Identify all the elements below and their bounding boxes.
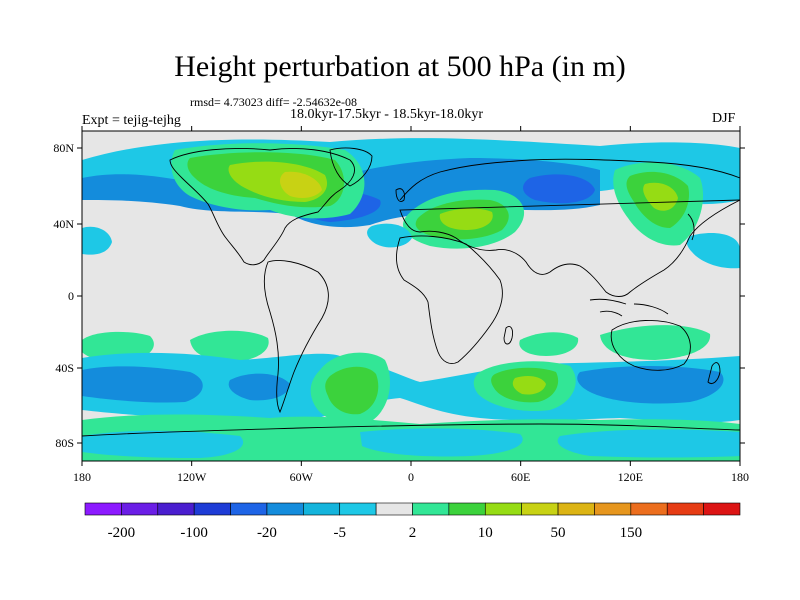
colorbar-swatch bbox=[339, 502, 377, 516]
contour-cyan-antarctic-3 bbox=[557, 429, 740, 458]
lon-tick-label: 60W bbox=[290, 470, 314, 484]
coast-indonesia bbox=[589, 298, 669, 317]
contour-lime-south-atlantic bbox=[325, 366, 379, 415]
coast-greenland bbox=[329, 147, 373, 187]
season-label: DJF bbox=[712, 111, 736, 126]
stats-text: rmsd= 4.73023 diff= -2.54632e-08 bbox=[190, 95, 357, 109]
lat-tick-label: 80N bbox=[53, 141, 74, 155]
contour-cyan-antarctic-2 bbox=[360, 428, 523, 457]
contour-cyan-pacific-east bbox=[686, 232, 740, 269]
contour-cyan-pacific-west bbox=[82, 226, 112, 255]
colorbar-swatch bbox=[84, 502, 122, 516]
lon-tick-label: 120W bbox=[177, 470, 207, 484]
contour-cyan-atlantic bbox=[367, 223, 412, 248]
colorbar-label: 10 bbox=[478, 525, 493, 541]
contour-green-south-pacific-2 bbox=[190, 330, 269, 362]
colorbar-swatch bbox=[521, 502, 559, 516]
lon-tick-label: 120E bbox=[618, 470, 643, 484]
contour-gold-namerica bbox=[279, 171, 322, 198]
contour-yellowgreen-europe bbox=[439, 208, 493, 230]
contour-blue-south-2 bbox=[228, 373, 290, 401]
lon-tick-label: 180 bbox=[73, 470, 91, 484]
coast-antarctica bbox=[82, 423, 740, 437]
experiment-text: Expt = tejig-tejhg bbox=[82, 113, 181, 128]
contour-green-south-pacific-4 bbox=[600, 325, 711, 360]
contour-cyan-antarctic-1 bbox=[82, 430, 244, 458]
coastlines bbox=[82, 147, 740, 437]
contour-yellowgreen-indian bbox=[512, 376, 546, 395]
coast-australia bbox=[610, 319, 691, 371]
lat-tick-label: 0 bbox=[68, 289, 74, 303]
colorbar-swatch bbox=[157, 502, 195, 516]
contour-darkblue-siberia bbox=[523, 174, 595, 204]
colorbar-swatch bbox=[375, 502, 413, 516]
lat-tick-label: 40S bbox=[55, 361, 74, 375]
contour-cyan-southern-ocean bbox=[82, 352, 740, 423]
period-text: 18.0kyr-17.5kyr - 18.5kyr-18.0kyr bbox=[290, 107, 484, 122]
coast-africa bbox=[396, 235, 503, 364]
coast-south-america bbox=[263, 260, 329, 414]
colorbar-swatch bbox=[266, 502, 304, 516]
colorbar-swatch bbox=[230, 502, 268, 516]
lon-tick-label: 60E bbox=[511, 470, 530, 484]
lat-tick-label: 80S bbox=[55, 436, 74, 450]
colorbar-swatch bbox=[484, 502, 522, 516]
colorbar-label: -100 bbox=[180, 525, 208, 541]
colorbar-swatch bbox=[666, 502, 704, 516]
coast-new-zealand bbox=[707, 362, 721, 384]
lat-tick-label: 40N bbox=[53, 217, 74, 231]
coast-north-america bbox=[169, 148, 355, 266]
axis-ticks: 80N 40N 0 40S 80S 180 120W 60W 0 60E 120E 180 bbox=[53, 126, 749, 484]
lon-tick-label: 180 bbox=[731, 470, 749, 484]
contour-blue-south-1 bbox=[82, 366, 203, 403]
colorbar-swatch bbox=[594, 502, 632, 516]
colorbar-swatch bbox=[193, 502, 231, 516]
coast-japan bbox=[687, 213, 695, 241]
colorbar-swatch bbox=[412, 502, 450, 516]
colorbar-label: -20 bbox=[257, 525, 277, 541]
colorbar-label: 150 bbox=[620, 525, 643, 541]
colorbar-swatch bbox=[557, 502, 595, 516]
lon-tick-label: 0 bbox=[408, 470, 414, 484]
coast-uk bbox=[395, 188, 405, 202]
colorbar-swatch bbox=[448, 502, 486, 516]
colorbar-swatch bbox=[121, 502, 159, 516]
colorbar: -200 -100 -20 -5 2 10 50 150 bbox=[84, 502, 741, 541]
colorbar-swatch bbox=[703, 502, 741, 516]
coast-madagascar bbox=[503, 326, 513, 345]
colorbar-swatch bbox=[303, 502, 341, 516]
colorbar-label: -5 bbox=[333, 525, 346, 541]
coast-europe-asia bbox=[399, 158, 740, 297]
plot-title: Height perturbation at 500 hPa (in m) bbox=[174, 50, 626, 83]
contour-green-south-pacific-3 bbox=[519, 332, 579, 356]
contour-yellowgreen-asia bbox=[643, 182, 678, 211]
colorbar-label: -200 bbox=[108, 525, 136, 541]
colorbar-label: 2 bbox=[409, 525, 417, 541]
colorbar-label: 50 bbox=[551, 525, 566, 541]
colorbar-swatch bbox=[630, 502, 668, 516]
contour-blue-south-3 bbox=[577, 366, 724, 404]
